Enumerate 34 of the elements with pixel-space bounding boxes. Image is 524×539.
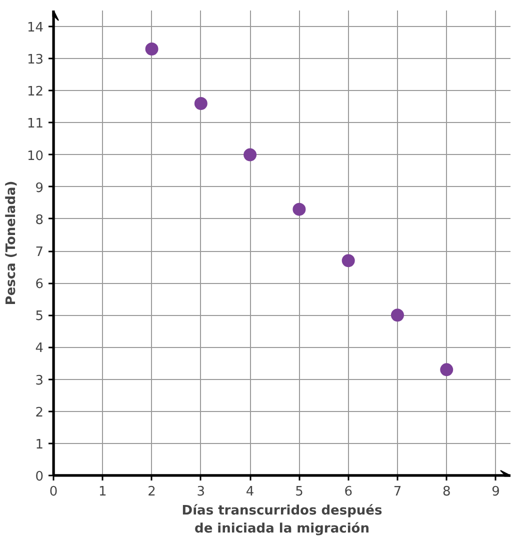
y-tick-label: 1: [35, 437, 44, 452]
x-tick-label: 4: [246, 484, 254, 500]
y-tick-label: 3: [35, 373, 44, 388]
y-axis-title: Pesca (Tonelada): [4, 180, 19, 306]
x-tick-label: 2: [148, 484, 156, 500]
y-tick-label: 11: [26, 116, 44, 132]
x-tick-label: 1: [98, 484, 107, 500]
y-tick-label: 0: [35, 470, 44, 484]
y-tick-label: 4: [35, 341, 44, 356]
x-tick-label: 5: [295, 484, 304, 500]
y-tick-label: 7: [35, 245, 44, 260]
y-tick-label: 10: [26, 148, 44, 164]
point: [194, 97, 208, 110]
y-tick-label: 13: [26, 52, 44, 68]
point: [390, 308, 404, 322]
y-tick-label: 6: [35, 277, 44, 292]
x-tick-label: 9: [492, 484, 500, 500]
point: [342, 254, 355, 268]
x-tick-label: 0: [49, 484, 58, 500]
x-tick-label: 6: [344, 484, 352, 500]
point: [440, 363, 454, 376]
x-axis-title: Días transcurridos después de iniciada la migración: [182, 504, 382, 536]
point: [145, 42, 158, 56]
x-tick-label: 7: [393, 484, 402, 500]
point: [244, 148, 257, 162]
y-tick-label: 8: [35, 212, 44, 228]
y-tick-label: 5: [35, 309, 44, 324]
x-tick-label: 3: [196, 484, 206, 500]
y-tick-label: 12: [26, 84, 44, 100]
y-tick-label: 2: [35, 405, 44, 420]
y-tick-label: 9: [35, 180, 44, 196]
y-tick-label: 14: [26, 20, 44, 36]
x-tick-label: 8: [442, 484, 451, 500]
point: [292, 202, 306, 216]
